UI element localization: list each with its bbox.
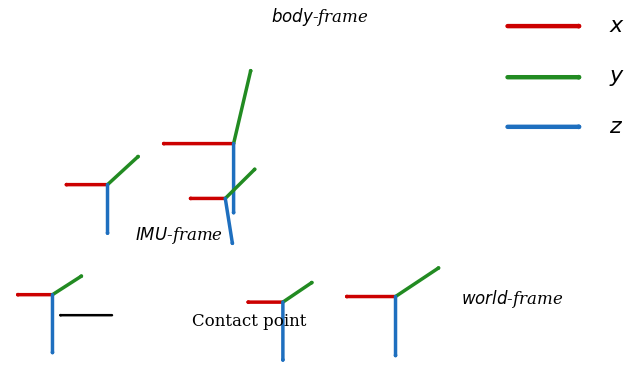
- Text: $\mathit{y}$: $\mathit{y}$: [609, 66, 625, 88]
- Text: $\mathit{body}$-frame: $\mathit{body}$-frame: [271, 6, 369, 28]
- Text: $\mathit{IMU}$-frame: $\mathit{IMU}$-frame: [135, 225, 223, 246]
- Text: $\mathit{x}$: $\mathit{x}$: [609, 15, 625, 37]
- Text: Contact point: Contact point: [192, 313, 307, 330]
- Text: $\mathit{z}$: $\mathit{z}$: [609, 116, 623, 138]
- Text: $\mathit{world}$-frame: $\mathit{world}$-frame: [461, 288, 563, 310]
